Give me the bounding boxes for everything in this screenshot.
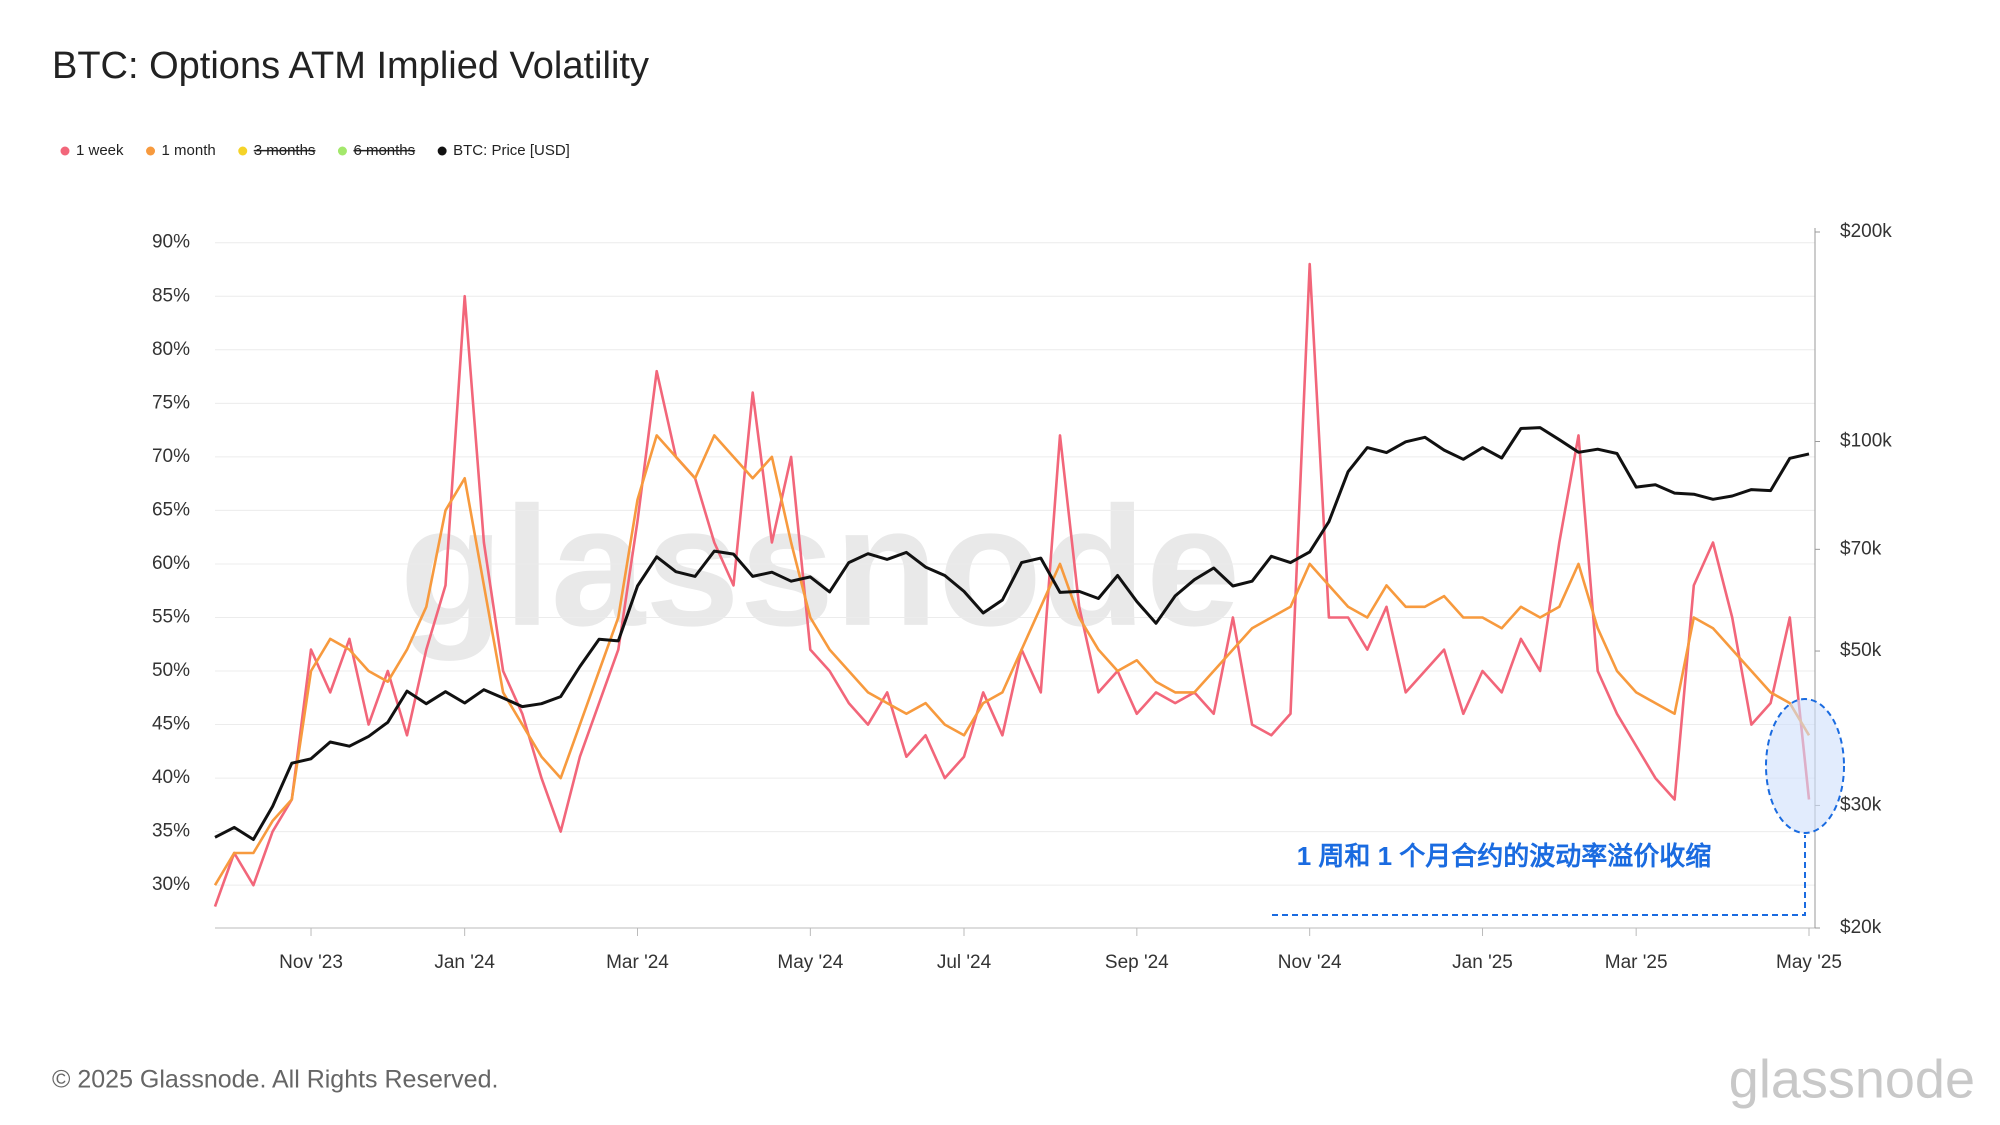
x-tick-label: Jul '24	[937, 952, 992, 973]
y-tick-label: 85%	[152, 285, 190, 306]
y-tick-label: 45%	[152, 714, 190, 735]
highlight-ellipse	[1765, 698, 1845, 834]
y-tick-label: 50%	[152, 660, 190, 681]
plot-area: 30% 35% 40% 45% 50% 55% 60% 65% 70% 75% 80% 85% 90% $…	[152, 221, 1892, 973]
y-tick-label: 55%	[152, 606, 190, 627]
legend-label[interactable]: 3 months	[254, 142, 316, 159]
y-tick-label: 90%	[152, 232, 190, 253]
x-tick-label: May '25	[1776, 952, 1842, 973]
legend-label[interactable]: 6 months	[353, 142, 415, 159]
y-tick-label: 35%	[152, 821, 190, 842]
x-tick-label: Jan '24	[434, 952, 495, 973]
series-line	[213, 434, 1811, 886]
x-tick-label: Nov '24	[1278, 952, 1342, 973]
legend-marker	[60, 146, 70, 156]
y-tick-label: 60%	[152, 553, 190, 574]
x-tick-label: Mar '25	[1605, 952, 1668, 973]
y-tick-label: 65%	[152, 499, 190, 520]
annotation-leader	[1272, 835, 1806, 916]
x-tick-label: Jan '25	[1452, 952, 1513, 973]
y2-tick-label: $70k	[1840, 538, 1882, 559]
x-tick-label: May '24	[777, 952, 843, 973]
annotation: 1 周和 1 个月合约的波动率溢价收缩	[1297, 841, 1712, 871]
series-line	[213, 262, 1811, 908]
y2-tick-label: $50k	[1840, 640, 1882, 661]
chart-title: BTC: Options ATM Implied Volatility	[52, 45, 649, 87]
legend-label[interactable]: BTC: Price [USD]	[453, 142, 570, 159]
y-tick-label: 40%	[152, 767, 190, 788]
legend-marker	[337, 146, 347, 156]
legend-marker	[146, 146, 156, 156]
legend-marker	[238, 146, 248, 156]
y2-tick-label: $200k	[1840, 221, 1892, 242]
y2-tick-label: $30k	[1840, 794, 1882, 815]
series-line	[214, 426, 1810, 841]
x-tick-label: Mar '24	[606, 952, 669, 973]
y2-tick-label: $20k	[1840, 917, 1882, 938]
legend-label[interactable]: 1 month	[162, 142, 216, 159]
x-tick-label: Sep '24	[1105, 952, 1169, 973]
watermark: glassnode	[400, 472, 1241, 662]
x-tick-label: Nov '23	[279, 952, 343, 973]
y-tick-label: 80%	[152, 339, 190, 360]
logo: glassnode	[1729, 1049, 1975, 1109]
y-tick-label: 75%	[152, 392, 190, 413]
footer: © 2025 Glassnode. All Rights Reserved.	[52, 1066, 498, 1094]
y-tick-label: 70%	[152, 446, 190, 467]
y2-tick-label: $100k	[1840, 431, 1892, 452]
legend-marker	[437, 146, 447, 156]
legend-label[interactable]: 1 week	[76, 142, 124, 159]
y-tick-label: 30%	[152, 874, 190, 895]
